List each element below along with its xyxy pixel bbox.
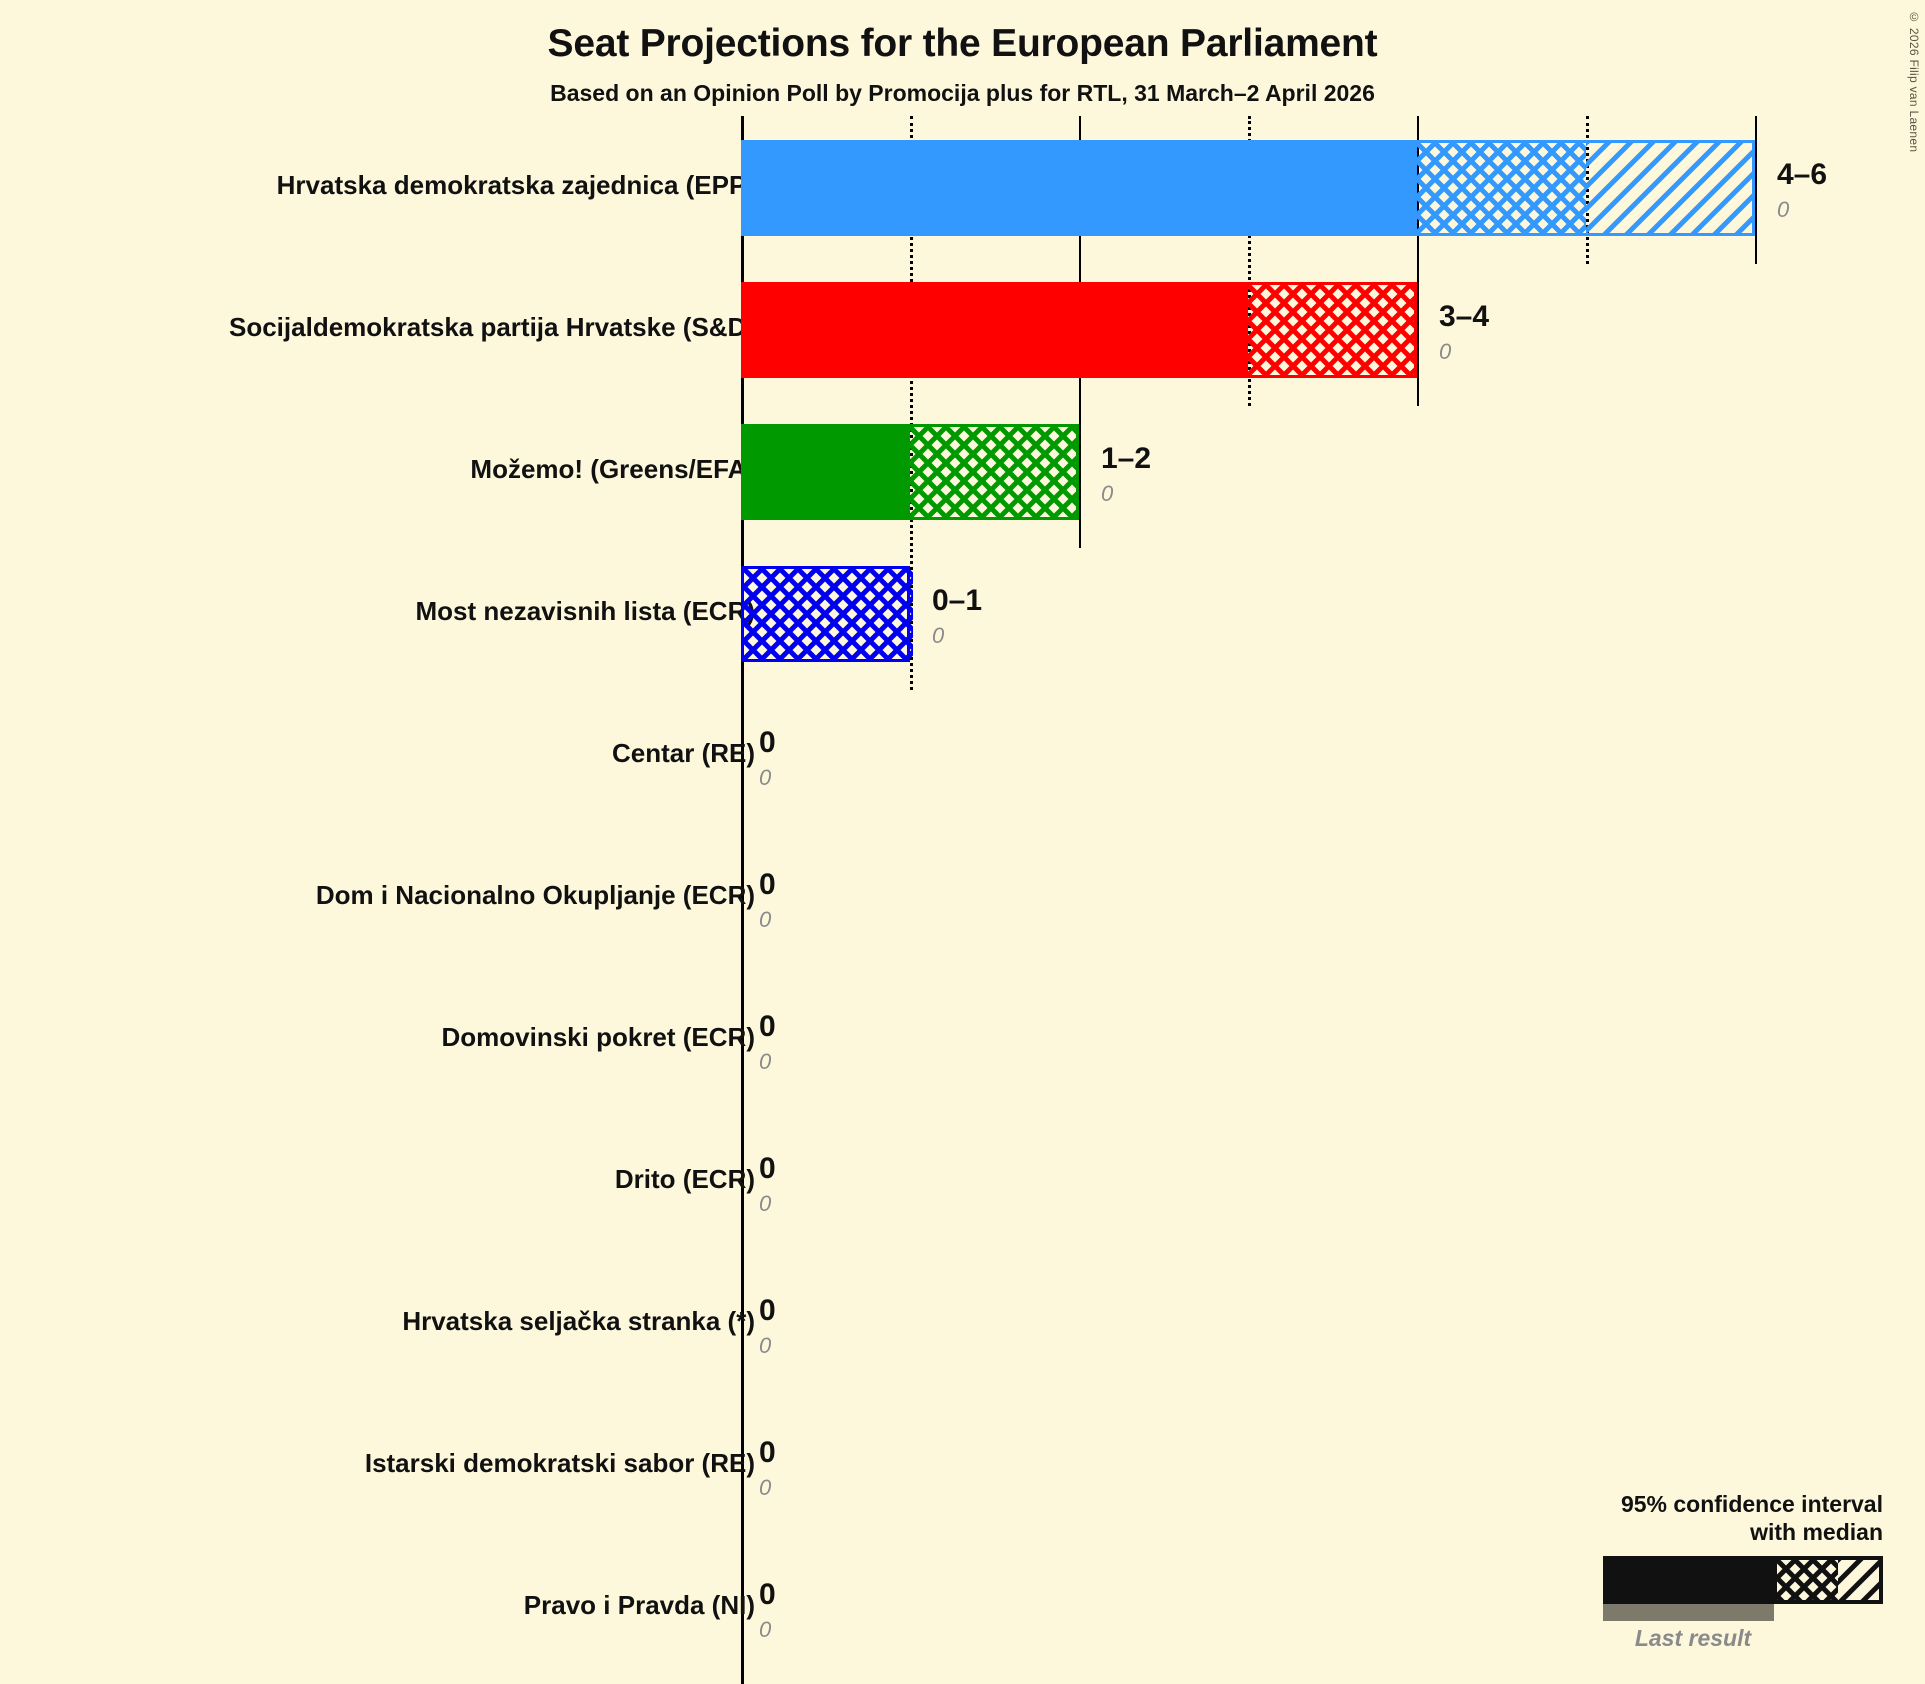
chart-row: Most nezavisnih lista (ECR) 0–1 0 (0, 566, 1925, 662)
legend-caption-line2: with median (1750, 1519, 1883, 1546)
seat-range-label: 3–4 (1439, 300, 1490, 333)
party-label: Socijaldemokratska partija Hrvatske (S&D… (229, 312, 755, 342)
party-label: Centar (RE) (611, 738, 755, 768)
seat-range-label: 1–2 (1101, 442, 1152, 475)
legend-last-result-swatch (1603, 1604, 1774, 1621)
seat-range-label: 4–6 (1777, 158, 1828, 191)
copyright-notice: © 2026 Filip van Laenen (1907, 10, 1921, 153)
chart-row: Hrvatska seljačka stranka (*) 0 0 (0, 1276, 1925, 1372)
bar-segment-ci-outer (1586, 140, 1755, 236)
chart-row: Socijaldemokratska partija Hrvatske (S&D… (0, 282, 1925, 378)
last-result-value: 0 (759, 907, 772, 932)
seat-range-label: 0 (759, 1010, 776, 1043)
party-label: Drito (ECR) (614, 1164, 755, 1194)
party-bar (741, 140, 1755, 236)
bar-segment-median (741, 282, 1248, 378)
legend-swatch-bar (1603, 1556, 1883, 1604)
legend-caption-line1: 95% confidence interval (1620, 1490, 1883, 1517)
party-label: Hrvatska demokratska zajednica (EPP) (276, 170, 755, 200)
last-result-value: 0 (759, 1333, 772, 1358)
party-bar (741, 282, 1417, 378)
gridline-6-seats (1755, 116, 1757, 264)
last-result-value: 0 (759, 1049, 772, 1074)
seat-range-label: 0 (759, 726, 776, 759)
chart-row: Centar (RE) 0 0 (0, 708, 1925, 804)
bar-segment-ci-inner (1417, 140, 1586, 236)
seat-range-label: 0–1 (932, 584, 983, 617)
last-result-value: 0 (1439, 339, 1452, 364)
last-result-value: 0 (1777, 197, 1790, 222)
party-label: Hrvatska seljačka stranka (*) (402, 1306, 755, 1336)
bar-segment-median (741, 424, 910, 520)
last-result-value: 0 (759, 765, 772, 790)
gridline-1-seats (910, 116, 913, 690)
chart-row: Drito (ECR) 0 0 (0, 1134, 1925, 1230)
last-result-value: 0 (759, 1475, 772, 1500)
party-label: Most nezavisnih lista (ECR) (415, 596, 756, 626)
bar-segment-ci-inner (741, 566, 913, 662)
page-title: Seat Projections for the European Parlia… (547, 22, 1378, 65)
chart-row: Istarski demokratski sabor (RE) 0 0 (0, 1418, 1925, 1514)
party-label: Pravo i Pravda (NI) (523, 1590, 755, 1620)
legend-segment-ci-inner (1776, 1556, 1839, 1604)
party-bar (741, 424, 1079, 520)
legend-segment-median (1603, 1556, 1777, 1604)
seat-range-label: 0 (759, 1152, 776, 1185)
bar-segment-ci-inner (910, 424, 1079, 520)
seat-range-label: 0 (759, 1436, 776, 1469)
chart-row: Možemo! (Greens/EFA) 1–2 0 (0, 424, 1925, 520)
chart-row: Pravo i Pravda (NI) 0 0 (0, 1560, 1925, 1656)
legend-segment-ci-outer (1838, 1556, 1883, 1604)
last-result-value: 0 (932, 623, 945, 648)
chart-legend: 95% confidence interval with median Last… (1553, 1490, 1883, 1653)
last-result-value: 0 (759, 1617, 772, 1642)
chart-subtitle: Based on an Opinion Poll by Promocija pl… (550, 80, 1375, 106)
last-result-value: 0 (759, 1191, 772, 1216)
chart-header: Seat Projections for the European Parlia… (0, 0, 1925, 107)
last-result-value: 0 (1101, 481, 1114, 506)
party-label: Domovinski pokret (ECR) (441, 1022, 756, 1052)
party-label: Istarski demokratski sabor (RE) (364, 1448, 755, 1478)
gridline-0-seats (741, 116, 744, 1684)
seat-range-label: 0 (759, 868, 776, 901)
party-label: Dom i Nacionalno Okupljanje (ECR) (315, 880, 755, 910)
seat-range-label: 0 (759, 1294, 776, 1327)
bar-segment-median (741, 140, 1417, 236)
bar-segment-ci-inner (1248, 282, 1417, 378)
gridline-4-seats (1417, 116, 1419, 406)
legend-last-result-label: Last result (1634, 1625, 1752, 1651)
legend-caption: 95% confidence interval with median (1553, 1490, 1883, 1548)
party-label: Možemo! (Greens/EFA) (470, 454, 755, 484)
seat-range-label: 0 (759, 1578, 776, 1611)
chart-row: Hrvatska demokratska zajednica (EPP) 4–6 0 (0, 140, 1925, 236)
party-bar (741, 566, 913, 662)
chart-row: Dom i Nacionalno Okupljanje (ECR) 0 0 (0, 850, 1925, 946)
gridline-3-seats (1248, 116, 1251, 406)
chart-row: Domovinski pokret (ECR) 0 0 (0, 992, 1925, 1088)
